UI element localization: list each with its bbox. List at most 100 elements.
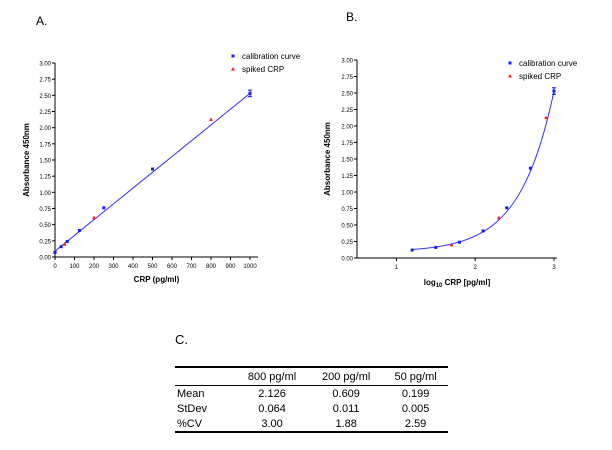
calibration-point (151, 167, 154, 171)
y-tick-label: 0.50 (341, 224, 353, 230)
y-tick-label: 1.25 (39, 175, 51, 181)
table-header: 200 pg/ml (322, 370, 371, 383)
y-tick-label: 0.50 (39, 223, 51, 229)
x-axis-label: log10 CRP [pg/ml] (424, 278, 491, 289)
x-tick-label: 800 (206, 264, 217, 270)
calibration-point (457, 240, 461, 244)
precision-table: 800 pg/ml 200 pg/ml 50 pg/ml Mean 2.126 … (175, 366, 448, 433)
y-tick-label: 3.00 (39, 62, 51, 68)
calibration-point (53, 250, 57, 254)
y-tick-label: 2.75 (39, 78, 51, 84)
table-cell: 0.609 (332, 387, 360, 400)
spiked-point (496, 215, 501, 220)
legend-label: spiked CRP (242, 65, 284, 74)
fit-curve (54, 93, 251, 252)
y-tick-label: 0.25 (39, 239, 51, 245)
y-tick-label: 2.50 (39, 94, 51, 100)
y-tick-label: 0.75 (39, 207, 51, 213)
spiked-point (449, 242, 454, 247)
table-cell: 0.199 (401, 387, 430, 400)
y-tick-label: 1.25 (341, 174, 353, 180)
panel-label-c: C. (175, 332, 188, 347)
y-tick-label: 2.25 (39, 110, 51, 116)
legend-marker-calibration (508, 61, 512, 65)
chart-b-log: 0.00 0.25 0.50 0.75 1.00 1.25 1.50 1.75 2.00 2.25… (323, 59, 578, 290)
y-tick-label: 2.00 (39, 126, 51, 132)
legend-marker-spiked (508, 74, 512, 78)
spiked-point (209, 117, 213, 122)
calibration-point (248, 91, 252, 95)
calibration-point (77, 228, 81, 232)
y-axis-label: Absorbance 450nm (323, 122, 332, 196)
x-tick-label: 2 (474, 265, 478, 271)
x-tick-label: 700 (186, 264, 197, 270)
table-cell: 1.88 (335, 417, 357, 430)
x-axis-label: CRP (pg/ml) (134, 275, 180, 284)
table-row: %CV 3.00 1.88 2.59 (175, 416, 448, 432)
y-tick-label: 1.50 (39, 159, 51, 165)
panel-label-b: B. (346, 10, 358, 24)
y-tick-label: 2.50 (341, 92, 353, 98)
legend-marker-spiked (231, 67, 235, 71)
calibration-point (552, 89, 556, 93)
x-tick-label: 3 (552, 265, 556, 271)
y-tick-label: 2.75 (341, 75, 353, 81)
y-axis-label: Absorbance 450nm (22, 123, 31, 197)
table-header-row: 800 pg/ml 200 pg/ml 50 pg/ml (175, 367, 448, 386)
calibration-point (528, 166, 532, 170)
table-cell: %CV (177, 417, 203, 430)
legend-label: spiked CRP (519, 72, 561, 81)
calibration-point (65, 239, 69, 243)
y-tick-label: 1.50 (341, 158, 353, 164)
table-row: Mean 2.126 0.609 0.199 (175, 386, 448, 402)
y-tick-label: 1.00 (341, 191, 353, 197)
x-tick-label: 900 (225, 264, 236, 270)
table-cell: 0.011 (332, 402, 360, 415)
x-tick-label: 1 (395, 265, 399, 271)
x-tick-label: 500 (147, 264, 158, 270)
x-tick-label: 200 (89, 264, 100, 270)
y-tick-label: 1.00 (39, 191, 51, 197)
x-tick-label: 600 (167, 264, 178, 270)
y-tick-label: 2.00 (341, 125, 353, 131)
y-tick-label: 2.25 (341, 108, 353, 114)
table-cell: 2.126 (258, 387, 286, 400)
table-cell: 0.064 (258, 402, 286, 415)
y-tick-label: 1.75 (341, 141, 353, 147)
spiked-point (92, 215, 96, 220)
table-header: 800 pg/ml (247, 370, 297, 383)
y-tick-label: 1.75 (39, 142, 51, 148)
calibration-point (434, 245, 438, 249)
fit-curve (412, 90, 555, 251)
table-cell: StDev (177, 402, 207, 415)
table-cell: 0.005 (401, 402, 430, 415)
x-tick-label: 300 (108, 264, 119, 270)
legend-label: calibration curve (519, 59, 578, 68)
spiked-point (62, 242, 67, 246)
x-tick-label: 1000 (243, 264, 257, 270)
table-cell: 3.00 (261, 417, 283, 430)
legend-label: calibration curve (242, 52, 301, 61)
calibration-point (59, 245, 63, 249)
x-tick-label: 400 (128, 264, 139, 270)
y-tick-label: 0.25 (341, 240, 353, 246)
table-header (175, 367, 235, 386)
table-row: StDev 0.064 0.011 0.005 (175, 401, 448, 416)
table-header: 50 pg/ml (394, 370, 437, 383)
table-cell: 2.59 (404, 417, 427, 430)
calibration-point (102, 206, 106, 210)
y-tick-label: 0.00 (39, 256, 51, 262)
y-tick-label: 0.00 (341, 257, 353, 263)
calibration-point (481, 229, 485, 233)
y-tick-label: 3.00 (341, 59, 353, 65)
table-cell: Mean (177, 387, 205, 400)
panel-label-a: A. (36, 14, 48, 28)
calibration-point (410, 248, 414, 252)
spiked-point (544, 115, 549, 120)
calibration-point (505, 206, 509, 210)
x-tick-label: 100 (69, 264, 80, 270)
y-tick-label: 0.75 (341, 207, 353, 213)
chart-a-linear: 0.00 0.25 0.50 0.75 1.00 1.25 1.50 1.75 2.00 2.25… (22, 52, 301, 284)
legend-marker-calibration (231, 54, 235, 58)
